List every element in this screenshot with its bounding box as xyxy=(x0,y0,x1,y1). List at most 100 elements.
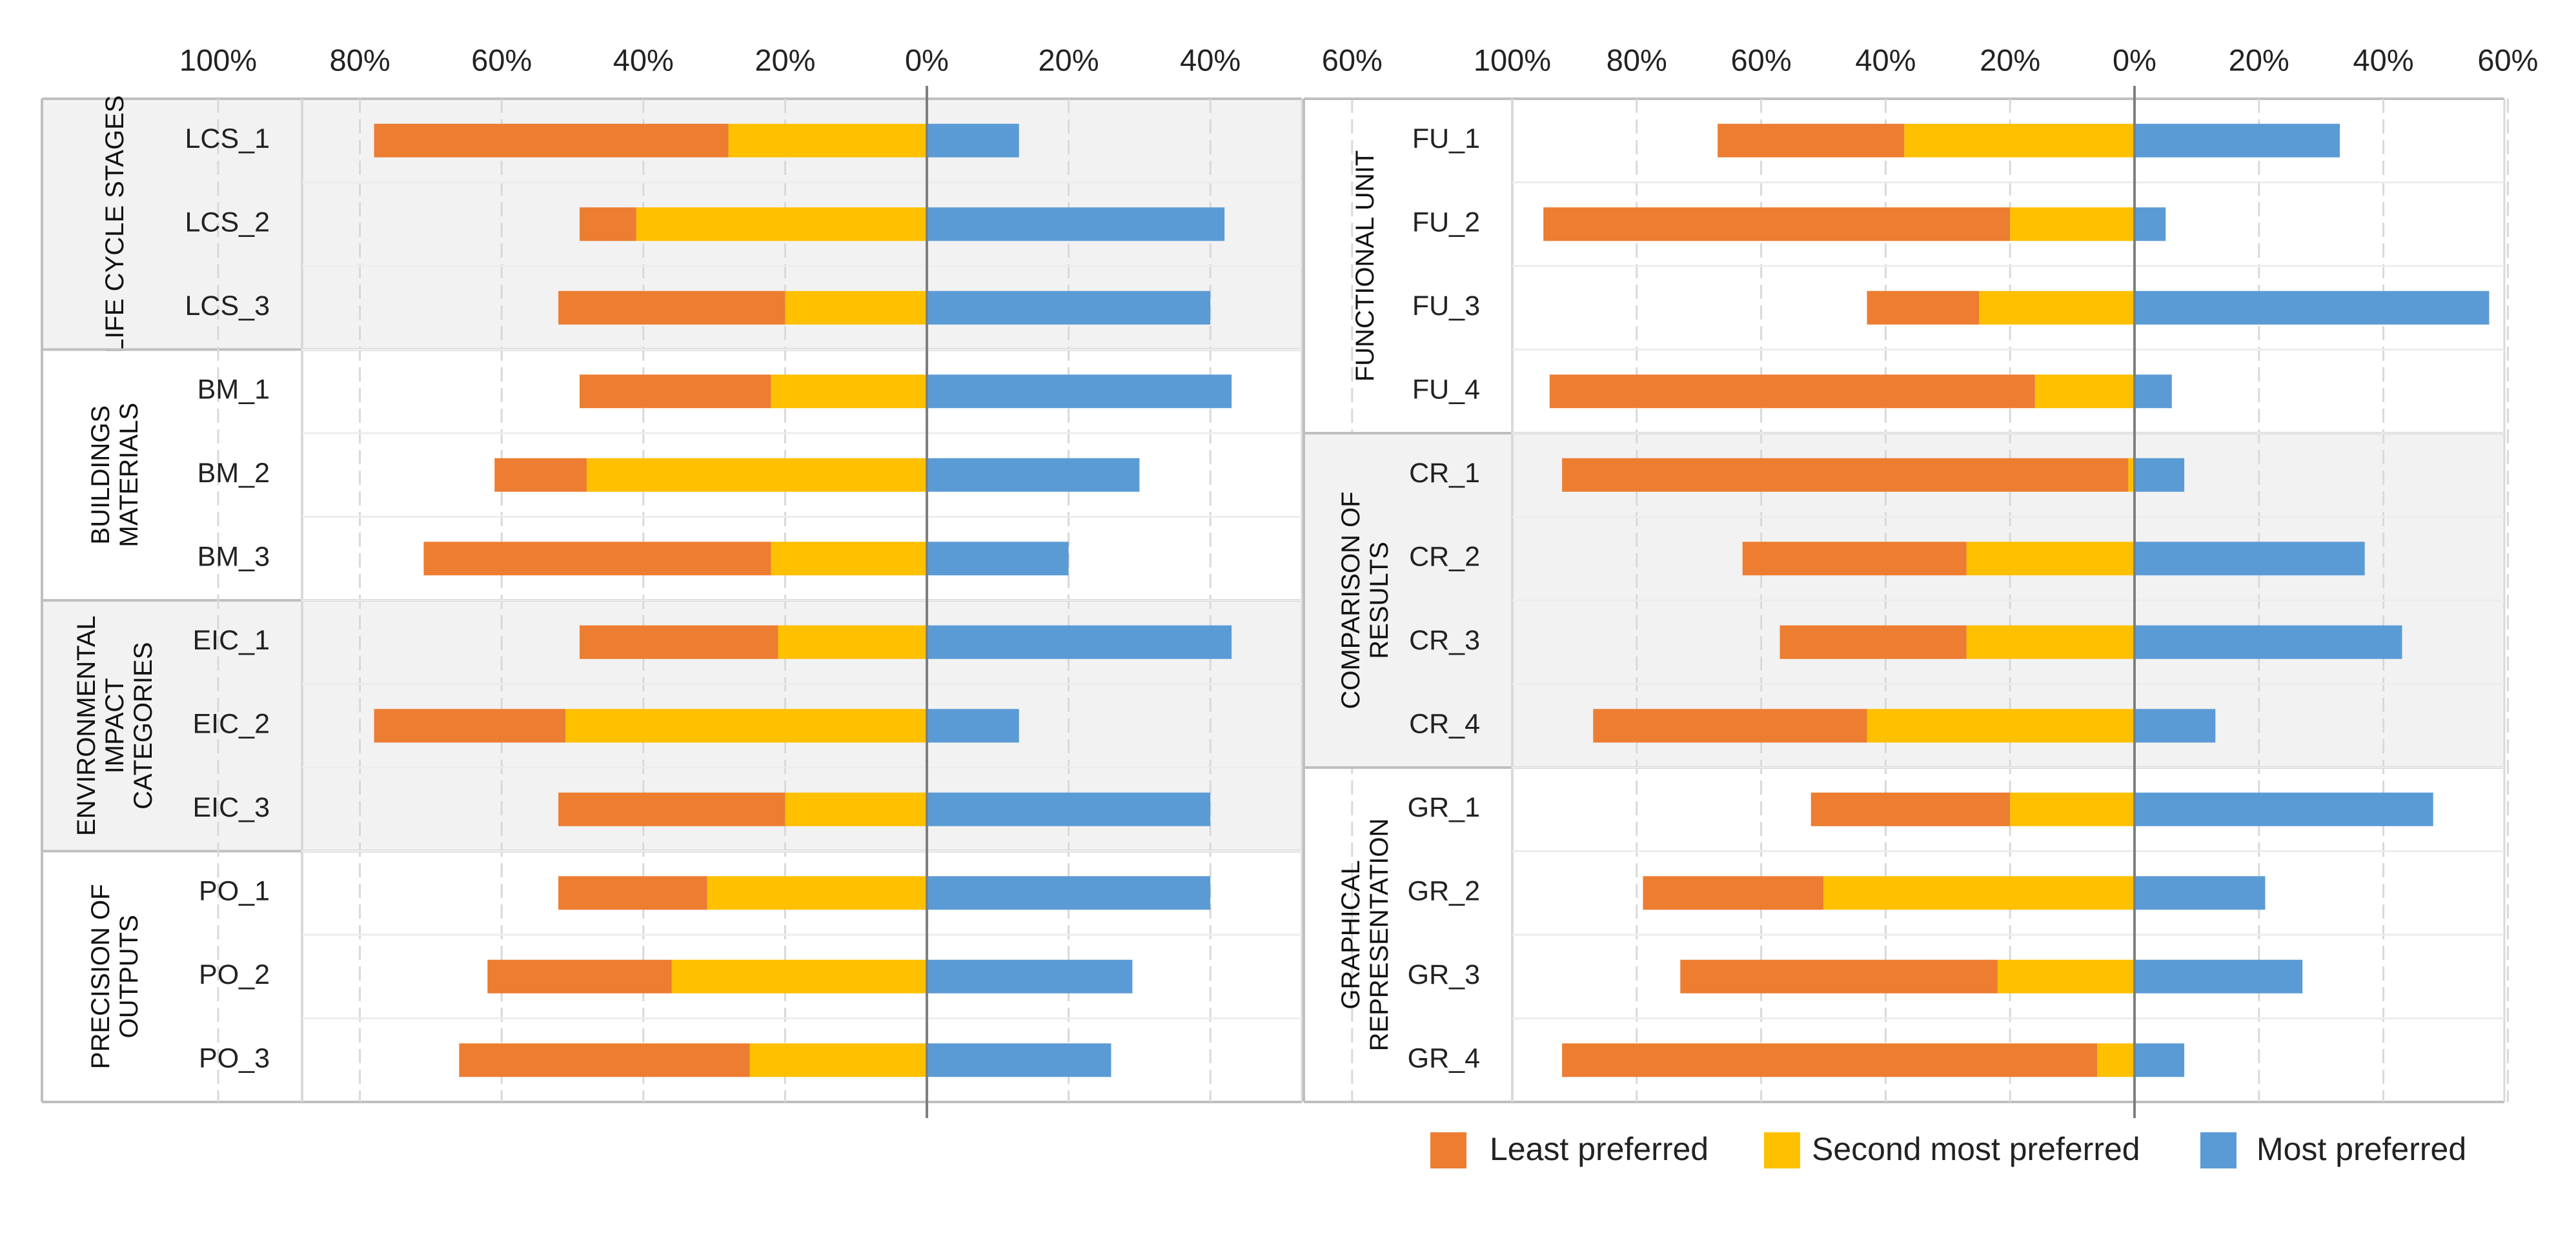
category-label-GR_3: GR_3 xyxy=(1408,959,1480,990)
category-label-CR_1: CR_1 xyxy=(1409,458,1480,489)
category-label-PO_1: PO_1 xyxy=(199,876,270,907)
bar-most-FU_3 xyxy=(2135,290,2490,325)
group-label-1-2-0: GRAPHICAL xyxy=(1337,860,1365,1009)
bar-most-LCS_3 xyxy=(927,290,1211,325)
bar-second-LCS_1 xyxy=(728,123,927,158)
group-label-0-1-1: MATERIALS xyxy=(115,403,143,547)
bar-most-LCS_2 xyxy=(927,207,1225,241)
bar-second-CR_3 xyxy=(1966,625,2135,659)
group-label-1-2-1: REPRESENTATION xyxy=(1365,819,1394,1052)
bar-least-EIC_2 xyxy=(374,709,566,743)
category-label-FU_1: FU_1 xyxy=(1412,123,1480,154)
bar-second-EIC_1 xyxy=(778,625,927,659)
tick-label-1-6: 20% xyxy=(2229,43,2289,77)
legend-label-most: Most preferred xyxy=(2257,1131,2466,1167)
bar-least-FU_1 xyxy=(1718,123,1905,158)
category-label-FU_3: FU_3 xyxy=(1412,290,1480,321)
bar-second-PO_2 xyxy=(671,959,927,994)
bar-most-BM_1 xyxy=(927,374,1232,409)
bar-least-CR_2 xyxy=(1742,542,1967,576)
category-label-PO_2: PO_2 xyxy=(199,959,270,990)
bar-least-PO_2 xyxy=(487,959,672,994)
tick-label-1-5: 0% xyxy=(2113,43,2156,77)
bar-most-GR_2 xyxy=(2135,876,2266,910)
bar-second-BM_2 xyxy=(586,458,927,492)
bar-most-PO_3 xyxy=(927,1043,1111,1077)
bar-second-LCS_2 xyxy=(636,207,927,241)
bar-most-CR_1 xyxy=(2135,458,2185,492)
category-label-GR_2: GR_2 xyxy=(1408,876,1480,907)
bar-most-CR_4 xyxy=(2135,709,2216,743)
bar-most-EIC_3 xyxy=(927,792,1211,826)
category-label-CR_4: CR_4 xyxy=(1409,709,1480,740)
group-label-1-0-0: FUNCTIONAL UNIT xyxy=(1351,150,1379,382)
category-label-EIC_1: EIC_1 xyxy=(192,625,270,656)
bar-second-EIC_2 xyxy=(565,709,927,743)
bar-least-GR_4 xyxy=(1562,1043,2098,1077)
tick-label-0-8: 60% xyxy=(1322,43,1383,77)
bar-least-FU_4 xyxy=(1549,374,2035,409)
bar-least-FU_2 xyxy=(1543,207,2011,241)
bar-least-EIC_3 xyxy=(558,792,786,826)
bar-least-BM_1 xyxy=(579,374,771,409)
bar-second-PO_3 xyxy=(749,1043,927,1077)
tick-label-1-1: 80% xyxy=(1607,43,1667,77)
legend-swatch-most xyxy=(2200,1132,2236,1168)
group-label-0-2-0: ENVIRONMENTAL xyxy=(72,615,101,836)
bar-most-CR_2 xyxy=(2135,542,2365,576)
bar-least-FU_3 xyxy=(1867,290,1979,325)
tick-label-0-3: 40% xyxy=(613,43,674,77)
bar-most-CR_3 xyxy=(2135,625,2402,659)
category-label-LCS_2: LCS_2 xyxy=(185,207,270,238)
category-label-GR_4: GR_4 xyxy=(1408,1043,1480,1074)
bar-second-LCS_3 xyxy=(785,290,927,325)
bar-most-FU_4 xyxy=(2135,374,2172,409)
bar-second-PO_1 xyxy=(707,876,927,910)
legend-swatch-second xyxy=(1764,1132,1800,1168)
group-label-1-1-0: COMPARISON OF xyxy=(1337,491,1365,709)
group-label-0-2-2: CATEGORIES xyxy=(129,642,157,810)
category-label-EIC_2: EIC_2 xyxy=(192,709,270,740)
bar-least-LCS_3 xyxy=(558,290,786,325)
category-label-CR_2: CR_2 xyxy=(1409,542,1480,573)
group-label-0-3-0: PRECISION OF xyxy=(86,884,115,1069)
bar-second-EIC_3 xyxy=(785,792,927,826)
legend-swatch-least xyxy=(1430,1132,1466,1168)
tick-label-1-4: 20% xyxy=(1980,43,2040,77)
bar-least-LCS_2 xyxy=(579,207,636,241)
category-label-EIC_3: EIC_3 xyxy=(192,792,270,823)
bar-least-CR_3 xyxy=(1780,625,1967,659)
bar-second-FU_2 xyxy=(2010,207,2135,241)
bar-least-GR_3 xyxy=(1680,959,1998,994)
bar-least-GR_2 xyxy=(1643,876,1823,910)
category-label-PO_3: PO_3 xyxy=(199,1043,270,1074)
bar-least-EIC_1 xyxy=(579,625,778,659)
group-label-0-3-1: OUTPUTS xyxy=(115,915,143,1038)
bar-most-BM_3 xyxy=(927,542,1069,576)
bar-second-CR_4 xyxy=(1867,709,2135,743)
bar-most-GR_4 xyxy=(2135,1043,2185,1077)
bar-second-CR_1 xyxy=(2128,458,2135,492)
tick-label-1-8: 60% xyxy=(2477,43,2538,77)
category-label-LCS_3: LCS_3 xyxy=(185,290,270,321)
category-label-BM_2: BM_2 xyxy=(198,458,270,489)
bar-most-PO_2 xyxy=(927,959,1133,994)
group-label-0-1-0: BUILDINGS xyxy=(86,405,115,545)
bar-most-EIC_2 xyxy=(927,709,1019,743)
legend-label-second: Second most preferred xyxy=(1812,1131,2140,1167)
tick-label-1-0: 100% xyxy=(1474,43,1551,77)
bar-least-GR_1 xyxy=(1810,792,2011,826)
category-label-GR_1: GR_1 xyxy=(1408,792,1480,823)
bar-most-EIC_1 xyxy=(927,625,1232,659)
tick-label-0-5: 0% xyxy=(905,43,949,77)
tick-label-0-1: 80% xyxy=(330,43,390,77)
bar-most-FU_1 xyxy=(2135,123,2340,158)
bar-least-BM_2 xyxy=(494,458,587,492)
bar-least-BM_3 xyxy=(423,542,771,576)
category-label-LCS_1: LCS_1 xyxy=(185,123,270,154)
bar-most-GR_1 xyxy=(2135,792,2433,826)
bar-second-GR_1 xyxy=(2010,792,2135,826)
tick-label-0-7: 40% xyxy=(1180,43,1241,77)
bar-most-GR_3 xyxy=(2135,959,2303,994)
